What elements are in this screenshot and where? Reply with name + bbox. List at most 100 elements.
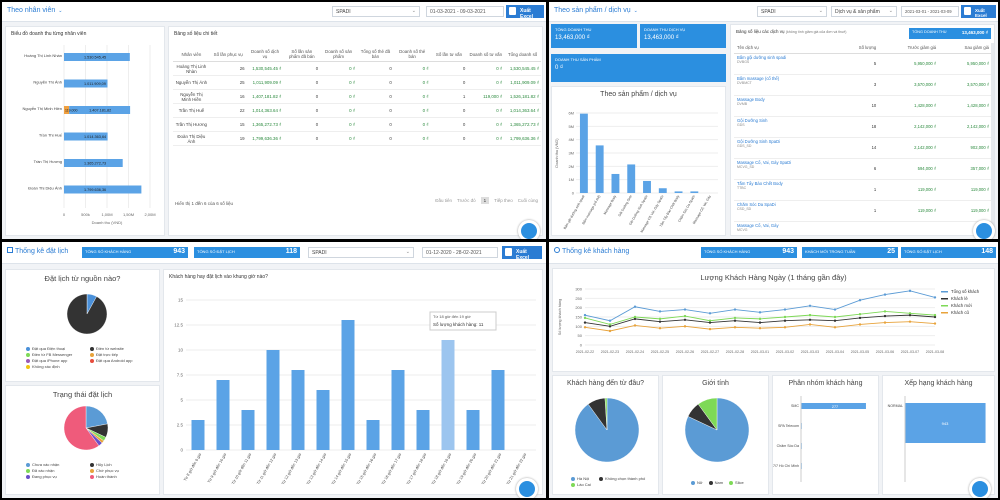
store-select[interactable]: SPADI ⌄ [332, 6, 420, 17]
y-tick-label: 300 [575, 287, 582, 292]
export-excel-button[interactable]: Xuất Excel [506, 5, 544, 20]
data-point [583, 326, 587, 329]
legend-item[interactable]: Đặt qua Android app [90, 358, 150, 363]
bar-secondary [64, 106, 70, 114]
data-point [658, 327, 662, 330]
data-point [858, 323, 862, 326]
page-link[interactable]: Tiếp theo [494, 198, 513, 203]
x-tick-label: Từ 15 giờ đến 16 giờ [356, 452, 378, 485]
column-header[interactable]: Số lần sản phẩm đã bán [288, 49, 315, 59]
service-name[interactable]: Gội Dưỡng Sinh SpaDi [737, 138, 781, 144]
legend-label: Đặt qua Android app [96, 358, 133, 363]
column-header[interactable]: Nhân viên [181, 51, 202, 57]
page-title[interactable]: Theo nhân viên ⌄ [7, 7, 62, 14]
legend-item[interactable]: Điền từ FB Messenger [26, 352, 86, 357]
legend-item[interactable]: Đang phục vụ [26, 474, 86, 479]
column-header[interactable]: Số lượng [858, 45, 877, 51]
column-header[interactable]: Tên dịch vụ [737, 45, 759, 51]
chat-fab-button[interactable] [516, 478, 538, 498]
column-header[interactable]: Doanh số dịch vụ [250, 49, 280, 59]
daily-customers-card: Lượng Khách Hàng Ngày (1 tháng gần đây) … [552, 268, 995, 372]
date-range-input[interactable]: 2021-03-01 - 2021-03-09 [901, 6, 959, 17]
service-name[interactable]: Bấm massage (cổ thể) [737, 75, 780, 81]
service-name[interactable]: Massage Cổ, Vai, Gáy SpaDi [737, 159, 792, 165]
page-link[interactable]: Cuối cùng [517, 198, 538, 203]
export-excel-button[interactable]: Xuất Excel [961, 5, 996, 18]
data-point [633, 305, 637, 308]
y-axis-label: Số lượng khách hàng [558, 299, 562, 336]
legend-item[interactable]: Hủy Lịch [90, 462, 150, 467]
table-scrollbar[interactable] [991, 43, 994, 233]
data-point [583, 313, 587, 317]
legend-item[interactable]: Nam [708, 480, 723, 485]
page-title[interactable]: Theo sản phẩm / dịch vụ ⌄ [554, 7, 638, 14]
table-cell: Nguyễn Thị Minh Hiền [180, 91, 203, 102]
column-header[interactable]: Tổng số thẻ đã bán [360, 49, 391, 59]
table-cell: 0 [462, 80, 466, 85]
column-header[interactable]: Sau giảm giá [964, 45, 989, 51]
x-tick-label: Massage Cổ, Vai, Gáy [692, 194, 712, 225]
page-title[interactable]: Thống kê đặt lịch [7, 247, 68, 255]
toolbar: Thống kê đặt lịch TỔNG SỐ KHÁCH HÀNG 943 … [2, 242, 546, 264]
service-name[interactable]: Chăm Sóc Da SpaDi [737, 201, 776, 207]
column-header[interactable]: Doanh số tư vấn [469, 51, 503, 57]
legend-item[interactable]: Lào Cai [571, 482, 597, 487]
service-code: DVBGS [737, 59, 750, 64]
daily-customers-chart: 0 50 100 150 200 250 300 Số lượng khách hàng 202… [558, 287, 980, 355]
legend-item[interactable]: Chờ phục vụ [90, 468, 150, 473]
pagination: Đầu tiên Trước đó 1 Tiếp theo Cuối cùng [435, 197, 538, 204]
users-icon [554, 247, 560, 253]
table-cell: 0 ₫ [422, 136, 429, 141]
legend-item[interactable]: Đặt qua iPhone app [26, 358, 86, 363]
chat-fab-button[interactable] [518, 220, 540, 239]
data-point [633, 317, 637, 321]
y-axis-label: Doanh thu (VND) [555, 138, 559, 168]
legend-item[interactable]: Đặt qua Điện thoại [26, 346, 86, 351]
legend-label: Đặt trực tiếp [96, 352, 119, 357]
service-name[interactable]: Massage Body [737, 96, 765, 102]
service-name[interactable]: Massage Cổ, Vai, Gáy [737, 222, 779, 228]
legend-item[interactable]: Không xác định [26, 364, 86, 369]
legend-item[interactable]: Đặt trực tiếp [90, 352, 150, 357]
store-select[interactable]: SPADI ⌄ [308, 247, 414, 258]
legend-label: Đặt qua iPhone app [32, 358, 68, 363]
page-link[interactable]: Trước đó [457, 198, 476, 203]
legend-item[interactable]: Chưa xác nhận [26, 462, 86, 467]
kpi-total-bookings: TỔNG SỐ ĐẶT LỊCH 118 [194, 247, 300, 258]
column-header[interactable]: Doanh số thẻ bán [399, 49, 426, 59]
service-name[interactable]: Tắm Tẩy Bào Chết Body [737, 180, 783, 186]
before-discount-cell: 2,142,000 ₫ [914, 145, 937, 150]
service-code: GDS [737, 122, 745, 127]
legend-item[interactable]: Đã xác nhận [26, 468, 86, 473]
bar [69, 106, 131, 114]
column-header[interactable]: Tổng doanh số [507, 51, 538, 57]
column-header[interactable]: Doanh số sản phẩm [325, 49, 353, 59]
legend-item[interactable]: Hoàn thành [90, 474, 150, 479]
chat-fab-button[interactable] [973, 220, 995, 239]
column-header[interactable]: Trước giảm giá [907, 45, 937, 51]
table-row: Hoàng Thị Linh Nhàn 26 1,530,545.45 ₫ 0 0 ₫ 0… [173, 62, 541, 76]
page-link[interactable]: 1 [480, 197, 490, 204]
legend-item[interactable]: Điền từ website [90, 346, 150, 351]
service-name[interactable]: Gội Dưỡng Sinh [737, 117, 768, 123]
data-label: 277 [832, 405, 838, 409]
service-cell: Bấm massage (cổ thể) DVBMCT [734, 74, 839, 95]
page-title[interactable]: Thống kê khách hàng [554, 247, 629, 255]
legend-item[interactable]: Hà Nội [571, 476, 597, 481]
service-name[interactable]: Bấm gội dưỡng sinh spadi [737, 54, 787, 60]
type-select[interactable]: Dịch vụ & sản phẩm ⌄ [831, 6, 897, 17]
legend-label: Đang phục vụ [32, 474, 57, 479]
export-excel-button[interactable]: Xuất Excel [502, 246, 542, 261]
date-range-input[interactable]: 01-12-2020 - 28-02-2021 [422, 247, 498, 258]
column-header[interactable]: Số lần phục vụ [213, 51, 243, 57]
chat-fab-button[interactable] [969, 478, 991, 498]
page-link[interactable]: Đầu tiên [435, 198, 453, 203]
qty-cell: 6 [873, 166, 877, 171]
customer-source-card: Khách hàng đến từ đâu? Hà Nội Không chọn … [552, 375, 659, 495]
date-range-input[interactable]: 01-03-2021 - 09-03-2021 [426, 6, 504, 17]
store-select[interactable]: SPADI ⌄ [757, 6, 827, 17]
column-header[interactable]: Số lần tư vấn [435, 51, 463, 57]
legend-item[interactable]: Nữ [691, 480, 703, 485]
legend-item[interactable]: Không chọn thành phố [599, 476, 659, 481]
legend-item[interactable]: Slice [729, 480, 744, 485]
